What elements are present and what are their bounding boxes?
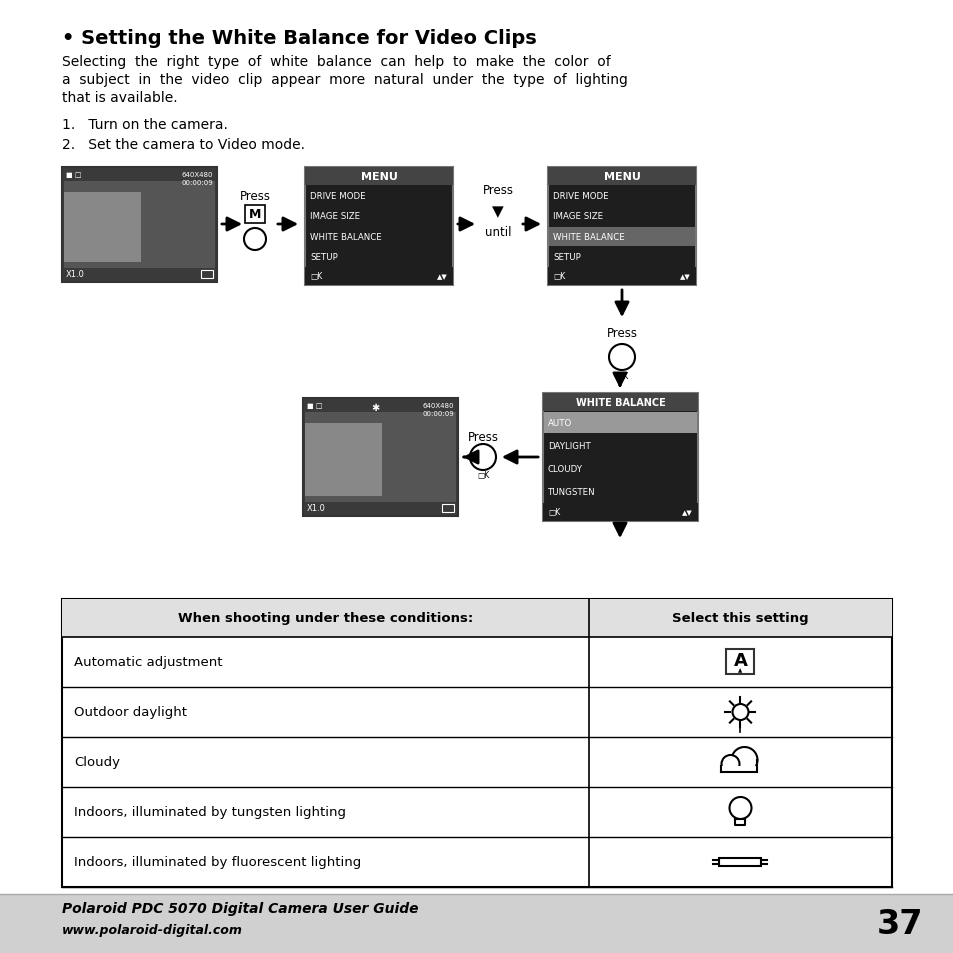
Text: Automatic adjustment: Automatic adjustment: [74, 656, 222, 669]
Text: IMAGE SIZE: IMAGE SIZE: [553, 212, 602, 221]
Bar: [542, 394, 698, 412]
Bar: [305, 168, 453, 186]
Bar: [0, 894, 953, 953]
Text: Press: Press: [606, 327, 637, 340]
Text: Press: Press: [482, 183, 513, 196]
Text: TUNGSTEN: TUNGSTEN: [547, 488, 595, 497]
Bar: [548, 228, 695, 246]
Text: WHITE BALANCE: WHITE BALANCE: [575, 397, 664, 408]
Text: ▲▼: ▲▼: [436, 274, 448, 280]
Text: □K: □K: [476, 471, 489, 480]
Bar: [245, 206, 265, 224]
Text: □K: □K: [553, 273, 565, 281]
Bar: [305, 413, 456, 502]
Text: that is available.: that is available.: [62, 91, 177, 105]
Text: DRIVE MODE: DRIVE MODE: [310, 192, 365, 200]
Text: □K: □K: [616, 372, 627, 381]
Text: Polaroid PDC 5070 Digital Camera User Guide: Polaroid PDC 5070 Digital Camera User Gu…: [62, 901, 418, 915]
Text: 640X480: 640X480: [181, 172, 213, 178]
Bar: [547, 168, 696, 186]
Bar: [62, 168, 216, 283]
Text: DAYLIGHT: DAYLIGHT: [547, 441, 590, 451]
Text: M: M: [249, 209, 261, 221]
Text: CLOUDY: CLOUDY: [547, 464, 582, 474]
Bar: [542, 394, 698, 521]
Text: MENU: MENU: [603, 172, 639, 182]
Text: Indoors, illuminated by fluorescent lighting: Indoors, illuminated by fluorescent ligh…: [74, 856, 361, 868]
Text: Press: Press: [239, 190, 271, 202]
Bar: [547, 168, 696, 286]
Text: 2.   Set the camera to Video mode.: 2. Set the camera to Video mode.: [62, 138, 305, 152]
Text: www.polaroid-digital.com: www.polaroid-digital.com: [62, 923, 243, 937]
Text: A: A: [733, 651, 746, 669]
Bar: [305, 168, 453, 286]
Bar: [201, 271, 213, 278]
Bar: [547, 168, 696, 286]
Text: 00:00:09: 00:00:09: [181, 180, 213, 186]
Bar: [305, 423, 381, 497]
Bar: [441, 504, 454, 513]
Text: Selecting  the  right  type  of  white  balance  can  help  to  make  the  color: Selecting the right type of white balanc…: [62, 55, 610, 69]
Text: Indoors, illuminated by tungsten lighting: Indoors, illuminated by tungsten lightin…: [74, 805, 346, 819]
Text: □K: □K: [547, 508, 559, 517]
Bar: [305, 268, 453, 286]
Text: MENU: MENU: [360, 172, 397, 182]
Text: SETUP: SETUP: [553, 253, 580, 262]
Text: AUTO: AUTO: [547, 418, 572, 428]
Bar: [64, 182, 214, 269]
Text: ▲▼: ▲▼: [679, 274, 690, 280]
Circle shape: [729, 797, 751, 820]
Text: Outdoor daylight: Outdoor daylight: [74, 706, 187, 719]
Text: 1.   Turn on the camera.: 1. Turn on the camera.: [62, 118, 228, 132]
Text: 37: 37: [876, 907, 923, 940]
Text: ▼: ▼: [492, 204, 503, 219]
Text: until: until: [484, 226, 511, 239]
Text: • Setting the White Balance for Video Clips: • Setting the White Balance for Video Cl…: [62, 29, 537, 48]
Text: WHITE BALANCE: WHITE BALANCE: [553, 233, 624, 241]
Bar: [720, 766, 758, 779]
Bar: [303, 398, 457, 517]
Text: □K: □K: [310, 273, 322, 281]
Text: Cloudy: Cloudy: [74, 756, 120, 769]
Text: X1.0: X1.0: [307, 503, 326, 513]
Circle shape: [720, 755, 739, 773]
Text: Press: Press: [467, 431, 498, 444]
Text: ■ □: ■ □: [66, 172, 81, 178]
Text: 640X480: 640X480: [422, 402, 454, 409]
Text: SETUP: SETUP: [310, 253, 337, 262]
Bar: [64, 193, 141, 263]
Bar: [305, 168, 453, 286]
Text: ▲: ▲: [738, 668, 741, 673]
Text: When shooting under these conditions:: When shooting under these conditions:: [177, 612, 473, 625]
Bar: [719, 858, 760, 866]
Bar: [62, 599, 891, 638]
Circle shape: [731, 747, 757, 773]
Text: ✱: ✱: [371, 402, 378, 413]
Bar: [542, 394, 698, 521]
Text: Select this setting: Select this setting: [672, 612, 808, 625]
Text: DRIVE MODE: DRIVE MODE: [553, 192, 608, 200]
Text: IMAGE SIZE: IMAGE SIZE: [310, 212, 359, 221]
Text: ■ □: ■ □: [307, 402, 322, 409]
Bar: [726, 649, 754, 675]
Text: a  subject  in  the  video  clip  appear  more  natural  under  the  type  of  l: a subject in the video clip appear more …: [62, 73, 627, 87]
Text: ▲▼: ▲▼: [681, 510, 692, 516]
Bar: [62, 599, 891, 887]
Text: X1.0: X1.0: [66, 270, 85, 278]
Text: 00:00:09: 00:00:09: [422, 411, 454, 416]
Bar: [547, 268, 696, 286]
Text: WHITE BALANCE: WHITE BALANCE: [310, 233, 381, 241]
Bar: [543, 413, 697, 434]
Bar: [542, 503, 698, 521]
